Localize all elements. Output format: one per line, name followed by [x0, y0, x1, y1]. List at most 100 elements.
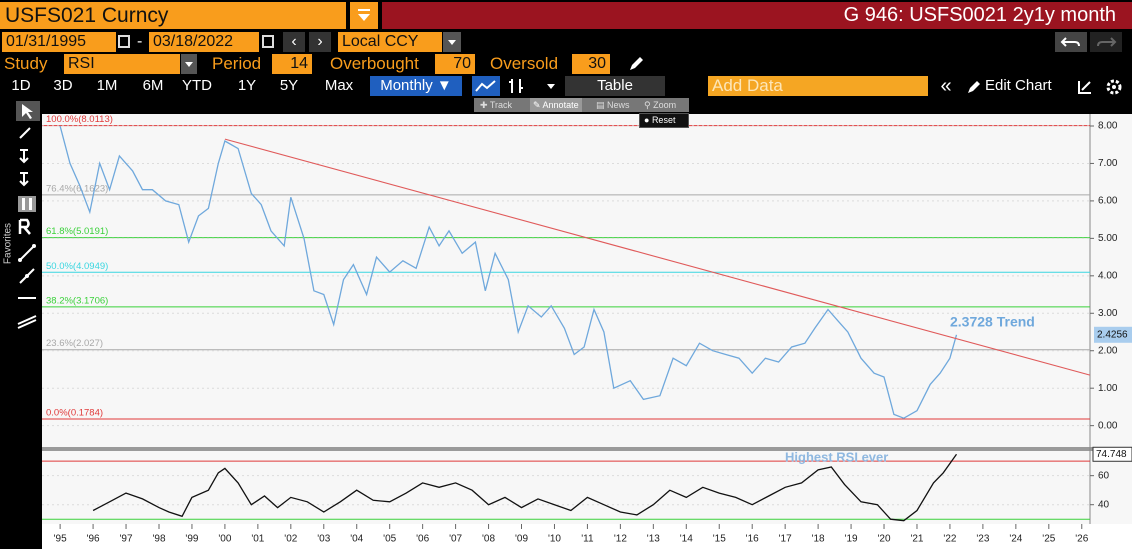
- x-tick-label: '00: [218, 534, 231, 545]
- chart-title: G 946: USFS0021 2y1y month: [382, 2, 1132, 29]
- table-button[interactable]: Table: [565, 76, 665, 96]
- range-button[interactable]: 1M: [96, 77, 118, 94]
- study-label: Study: [4, 54, 48, 73]
- study-field[interactable]: RSI: [64, 54, 180, 74]
- y-tick-label: 5.00: [1098, 233, 1118, 244]
- x-tick-label: '96: [87, 534, 100, 545]
- next-button[interactable]: ›: [309, 32, 331, 52]
- x-tick-label: '12: [614, 534, 627, 545]
- edit-chart-button[interactable]: Edit Chart: [985, 77, 1052, 94]
- x-tick-label: '20: [878, 534, 891, 545]
- end-date[interactable]: 03/18/2022: [149, 32, 259, 52]
- last-value-label: 2.4256: [1097, 329, 1128, 340]
- x-tick-label: '25: [1042, 534, 1055, 545]
- level-label: 100.0%(8.0113): [46, 114, 113, 125]
- currency-dropdown[interactable]: [443, 32, 461, 52]
- x-tick-label: '07: [449, 534, 462, 545]
- x-tick-label: '24: [1009, 534, 1022, 545]
- pane-divider: [42, 447, 1132, 451]
- level-label: 76.4%(6.1623): [46, 183, 108, 194]
- chart-type-dropdown[interactable]: [540, 76, 562, 96]
- chart-tools: ✚ Track ✎ Annotate ▤ News ⚲ Zoom: [474, 98, 689, 112]
- x-tick-label: '13: [647, 534, 660, 545]
- dropdown-icon: [185, 62, 193, 67]
- x-tick-label: '18: [812, 534, 825, 545]
- trend-line: [224, 138, 1091, 376]
- period-field[interactable]: 14: [272, 54, 312, 74]
- tool-sidebar: [0, 98, 42, 549]
- x-tick-label: '23: [976, 534, 989, 545]
- reset-button[interactable]: ● Reset: [639, 113, 689, 128]
- news-label: News: [607, 100, 630, 110]
- track-tool[interactable]: ✚ Track: [480, 100, 513, 110]
- range-button[interactable]: YTD: [182, 77, 212, 94]
- edit-chart-icon[interactable]: [965, 78, 983, 96]
- calendar-icon[interactable]: [118, 35, 130, 48]
- start-date[interactable]: 01/31/1995: [2, 32, 116, 52]
- track-label: Track: [489, 100, 513, 110]
- bar-icon: [509, 79, 523, 93]
- undo-button[interactable]: [1055, 32, 1087, 52]
- range-button[interactable]: 5Y: [279, 77, 299, 94]
- x-tick-label: '10: [548, 534, 561, 545]
- x-tick-label: '15: [713, 534, 726, 545]
- frequency-button[interactable]: Monthly ▼: [370, 76, 462, 96]
- collapse-button[interactable]: «: [940, 75, 952, 97]
- edit-study-icon[interactable]: [626, 54, 646, 74]
- range-button[interactable]: Max: [324, 77, 354, 94]
- x-tick-label: '09: [515, 534, 528, 545]
- calendar-icon[interactable]: [262, 35, 274, 48]
- y-tick-label: 60: [1098, 470, 1110, 481]
- x-tick-label: '02: [284, 534, 297, 545]
- x-tick-label: '97: [120, 534, 133, 545]
- x-tick-label: '98: [152, 534, 165, 545]
- y-tick-label: 8.00: [1098, 121, 1118, 132]
- redo-icon: [1097, 37, 1117, 47]
- x-tick-label: '01: [251, 534, 264, 545]
- x-tick-label: '99: [185, 534, 198, 545]
- x-tick-label: '21: [910, 534, 923, 545]
- news-tool[interactable]: ▤ News: [596, 100, 630, 110]
- bar-chart-button[interactable]: [503, 76, 529, 96]
- last-value-tag: [1094, 326, 1132, 343]
- prev-button[interactable]: ‹: [283, 32, 305, 52]
- data-line: [92, 453, 958, 522]
- range-button[interactable]: 1Y: [237, 77, 257, 94]
- range-button[interactable]: 1D: [11, 77, 31, 94]
- range-button[interactable]: 6M: [142, 77, 164, 94]
- settings-icon[interactable]: [1104, 77, 1124, 97]
- trend-annotation: 2.3728 Trend: [950, 314, 1035, 330]
- chart-options-icon[interactable]: [1076, 78, 1094, 96]
- level-label: 50.0%(4.0949): [46, 261, 108, 272]
- security-dropdown[interactable]: [350, 2, 378, 29]
- security-field[interactable]: USFS021 Curncy: [0, 2, 346, 29]
- x-tick-label: '06: [416, 534, 429, 545]
- dropdown-icon: [358, 9, 370, 21]
- x-tick-label: '17: [779, 534, 792, 545]
- line-icon: [475, 80, 496, 92]
- level-label: 23.6%(2.027): [46, 338, 103, 349]
- y-tick-label: 2.00: [1098, 345, 1118, 356]
- currency-field[interactable]: Local CCY: [338, 32, 442, 52]
- oversold-field[interactable]: 30: [572, 54, 610, 74]
- y-tick-label: 40: [1098, 499, 1110, 510]
- add-data-field[interactable]: Add Data: [708, 76, 928, 96]
- y-tick-label: 4.00: [1098, 270, 1118, 281]
- level-label: 61.8%(5.0191): [46, 226, 108, 237]
- level-label: 0.0%(0.1784): [46, 407, 103, 418]
- annotate-tool[interactable]: ✎ Annotate: [530, 98, 582, 112]
- reset-label: Reset: [651, 115, 676, 125]
- line-chart-button[interactable]: [472, 76, 500, 96]
- study-dropdown[interactable]: [181, 54, 197, 74]
- overbought-field[interactable]: 70: [435, 54, 475, 74]
- x-tick-label: '11: [581, 534, 594, 545]
- zoom-tool[interactable]: ⚲ Zoom: [644, 100, 677, 110]
- redo-button[interactable]: [1090, 32, 1122, 52]
- last-value-tag: [1092, 446, 1132, 462]
- x-tick-label: '05: [383, 534, 396, 545]
- range-button[interactable]: 3D: [53, 77, 73, 94]
- x-tick-label: '08: [482, 534, 495, 545]
- y-tick-label: 1.00: [1098, 383, 1118, 394]
